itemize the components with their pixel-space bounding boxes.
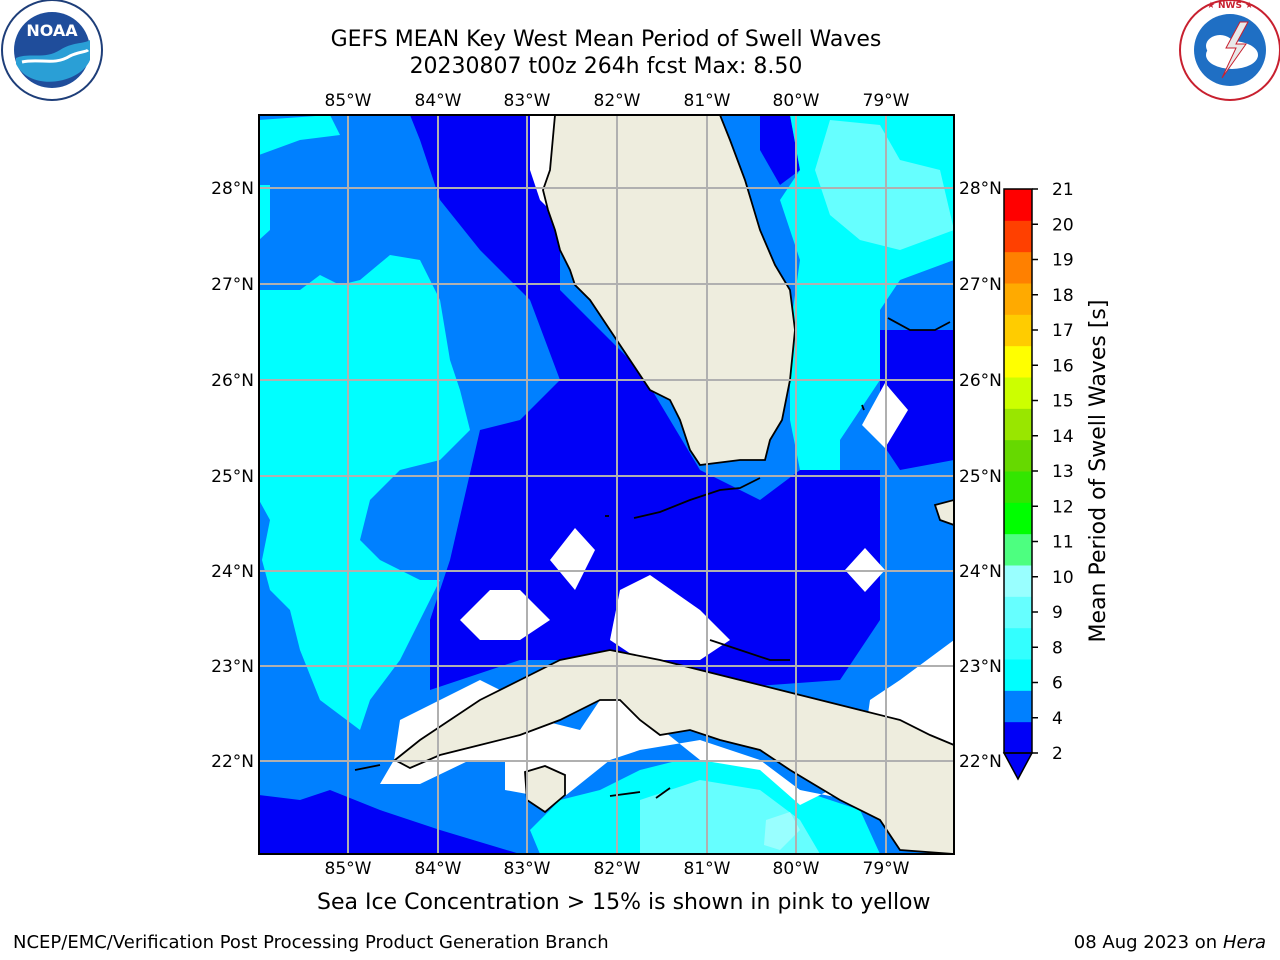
colorbar-segment [1004,439,1032,472]
colorbar-tick-label: 9 [1052,603,1063,623]
colorbar-tick-label: 13 [1052,462,1074,482]
colorbar-segment [1004,189,1032,221]
colorbar-segment [1004,408,1032,441]
lon-tick-label: 82°W [594,91,641,111]
lon-tick-label: 79°W [863,859,910,879]
lat-tick-label: 22°N [959,752,1002,772]
lon-tick-label: 85°W [325,859,372,879]
florida-land [542,115,796,466]
lon-tick-label: 79°W [863,91,910,111]
colorbar-segment [1004,345,1032,378]
lon-ticks-top: 85°W 84°W 83°W 82°W 81°W 80°W 79°W [325,91,910,111]
colorbar-tick-label: 4 [1052,709,1063,729]
lat-tick-label: 22°N [211,752,254,772]
lat-tick-label: 28°N [959,179,1002,199]
map-frame [258,114,955,855]
lat-tick-label: 26°N [959,371,1002,391]
lat-tick-label: 25°N [211,467,254,487]
lon-tick-label: 81°W [684,859,731,879]
lon-tick-label: 82°W [594,859,641,879]
lat-ticks-left: 28°N 27°N 26°N 25°N 24°N 23°N 22°N [211,179,254,772]
map-panel [259,115,954,854]
lat-tick-label: 23°N [211,657,254,677]
lat-ticks-right: 28°N 27°N 26°N 25°N 24°N 23°N 22°N [959,179,1002,772]
colorbar-segment [1004,721,1032,754]
colorbar-ticks: 21 20 19 18 17 16 15 14 13 12 11 10 9 8 6 4 2 [1032,180,1074,764]
lon-tick-label: 84°W [415,859,462,879]
colorbar-segment [1004,690,1032,723]
colorbar-segment [1004,377,1032,409]
colorbar-tick-label: 17 [1052,321,1074,341]
colorbar-segment [1004,251,1032,284]
colorbar-tick-label: 21 [1052,180,1074,200]
lat-tick-label: 26°N [211,371,254,391]
colorbar-tick-label: 6 [1052,674,1063,694]
colorbar-tick-label: 16 [1052,356,1074,376]
svg-text:★ NWS ★: ★ NWS ★ [1207,1,1253,11]
lat-tick-label: 27°N [959,275,1002,295]
colorbar [1002,188,1034,781]
lon-tick-label: 81°W [684,91,731,111]
colorbar-tick-label: 19 [1052,251,1074,271]
colorbar-tick-label: 14 [1052,427,1074,447]
bahamas-andros [933,499,954,526]
colorbar-segment [1004,627,1032,660]
lat-tick-label: 28°N [211,179,254,199]
lon-tick-label: 80°W [773,859,820,879]
lon-tick-label: 83°W [504,859,551,879]
footer-date: 08 Aug 2023 on Hera [1074,932,1266,953]
colorbar-tick-label: 11 [1052,533,1074,553]
colorbar-tick-label: 18 [1052,286,1074,306]
footer-credit: NCEP/EMC/Verification Post Processing Pr… [13,932,609,953]
colorbar-segment [1004,565,1032,597]
lon-ticks-bottom: 85°W 84°W 83°W 82°W 81°W 80°W 79°W [325,859,910,879]
colorbar-segment [1004,314,1032,347]
lon-tick-label: 85°W [325,91,372,111]
colorbar-label: Mean Period of Swell Waves [s] [1086,300,1111,643]
sea-ice-note-text: Sea Ice Concentration > 15% is shown in … [317,890,931,915]
colorbar-segment [1004,659,1032,691]
florida-keys [354,317,951,799]
map-title: GEFS MEAN Key West Mean Period of Swell … [330,27,882,52]
lat-tick-label: 24°N [959,562,1002,582]
colorbar-segment [1004,471,1032,503]
gridlines [259,115,954,854]
colorbar-extend-triangle [1002,752,1034,781]
colorbar-tick-label: 2 [1052,744,1063,764]
lat-tick-label: 25°N [959,467,1002,487]
lat-tick-label: 27°N [211,275,254,295]
noaa-logo-text: NOAA [26,21,78,40]
lat-tick-label: 24°N [211,562,254,582]
colorbar-tick-label: 15 [1052,392,1074,412]
land-masses [393,115,954,854]
colorbar-segment [1004,533,1032,566]
map-subtitle: 20230807 t00z 264h fcst Max: 8.50 [409,54,803,79]
lat-tick-label: 23°N [959,657,1002,677]
nws-logo: ★ NWS ★ [1179,0,1280,101]
colorbar-tick-label: 20 [1052,215,1074,235]
footer-date-text: 08 Aug 2023 on [1073,932,1218,953]
lon-tick-label: 80°W [773,91,820,111]
swell-period-8-9 [764,812,800,850]
lon-tick-label: 84°W [415,91,462,111]
noaa-logo: NOAA [1,0,103,101]
colorbar-segment [1004,283,1032,315]
colorbar-segment [1004,502,1032,535]
colorbar-tick-label: 10 [1052,568,1074,588]
lon-tick-label: 83°W [504,91,551,111]
colorbar-segment [1004,596,1032,629]
cuba-land [393,649,954,854]
colorbar-tick-label: 8 [1052,638,1063,658]
footer-machine: Hera [1222,932,1266,953]
colorbar-segment [1004,220,1032,253]
colorbar-tick-label: 12 [1052,497,1074,517]
